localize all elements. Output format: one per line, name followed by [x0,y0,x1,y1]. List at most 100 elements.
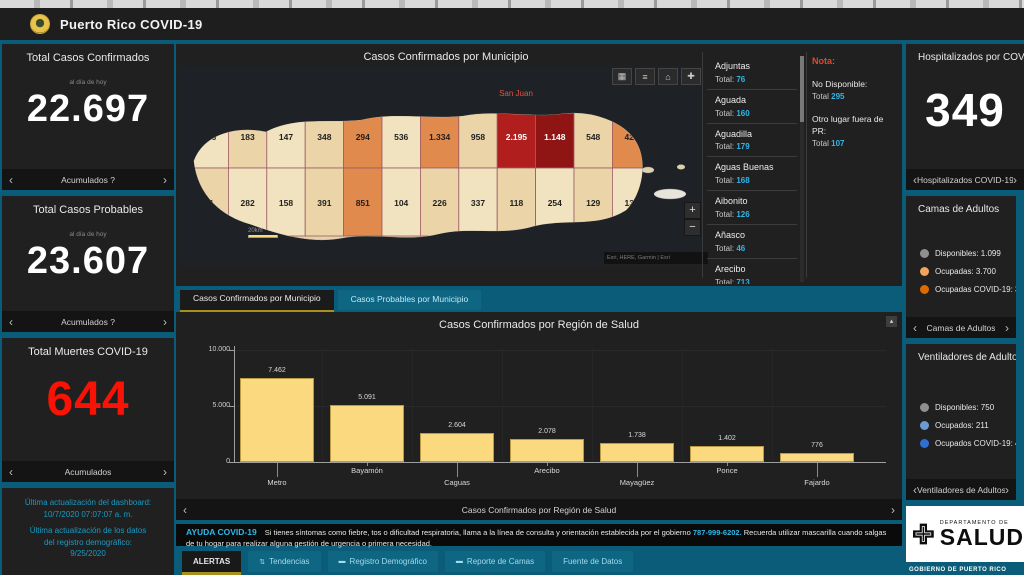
pager-prev-icon[interactable]: ‹ [913,482,917,497]
chart-bar-Mayagüez[interactable] [600,442,674,462]
scroll-up-icon[interactable]: ▴ [886,316,897,327]
zoom-out-button[interactable]: − [684,219,701,236]
pager-next-icon[interactable]: › [1013,172,1017,187]
pager-prev-icon[interactable]: ‹ [913,320,917,335]
deaths-total-value: 644 [46,373,130,426]
zoom-in-button[interactable]: + [684,202,701,219]
municipio-region[interactable] [343,167,383,237]
map-tab-bar: Casos Confirmados por Municipio Casos Pro… [180,290,482,313]
legend-dot-icon [920,249,929,258]
bottom-tab[interactable]: ⇅ Tendencias [248,551,321,572]
pager-label[interactable]: Acumulados ? [61,174,115,185]
gobierno-text: GOBIERNO DE PUERTO RICO [909,567,1007,573]
municipio-region[interactable] [419,167,460,237]
banner-phone[interactable]: 787-999-6202. [692,528,742,537]
gridline [502,348,503,462]
pager-next-icon[interactable]: › [1004,320,1009,335]
municipio-name: Arecibo [715,263,746,274]
list-item-municipio[interactable]: Aibonito Total: 126 [707,191,797,225]
pager-next-icon[interactable]: › [890,502,895,517]
scrollbar-thumb[interactable] [800,56,804,122]
list-item-municipio[interactable]: Añasco Total: 46 [707,225,797,259]
panel-pager: ‹ Camas de Adultos › [906,317,1016,338]
bottom-tab[interactable]: ▬ Registro Demográfico [327,551,438,572]
x-tick-mark [277,463,278,477]
pager-next-icon[interactable]: › [163,172,167,187]
x-axis-line [234,462,886,463]
pager-prev-icon[interactable]: ‹ [9,314,13,329]
legend-dot-icon [920,439,929,448]
municipio-region[interactable] [458,104,498,169]
gridline [772,348,773,462]
bottom-tab[interactable]: ▬ Reporte de Camas [444,551,546,572]
divider [806,52,807,278]
bottom-tab[interactable]: ALERTAS [182,551,242,575]
confirmed-total-value: 22.697 [26,88,150,130]
basemap-icon[interactable]: ▦ [612,68,632,85]
municipio-case-count: 391 [317,198,331,208]
panel-camas-adultos: Camas de Adultos Disponibles: 1.099 Ocup… [906,196,1016,338]
pager-label[interactable]: Acumulados ? [61,316,115,327]
pager-label[interactable]: Hospitalizados COVID-19 [917,174,1013,185]
bar-category-label: Arecibo [534,466,560,475]
bottom-tab[interactable]: Fuente de Datos [552,551,634,572]
puerto-rico-choropleth-map[interactable]: 1761831473482945361.3349582.1951.1485484… [178,66,702,266]
y-axis-line [234,346,235,462]
legend-row: Ocupadas: 3.700 [920,267,1016,276]
municipio-total: Total: 76 [715,74,746,84]
legend-icon[interactable]: ≡ [635,68,655,85]
municipio-region[interactable] [496,104,537,169]
chart-bar-Metro[interactable] [240,378,314,462]
pager-label[interactable]: Ventiladores de Adultos [917,484,1005,495]
list-item-municipio[interactable]: Aguas Buenas Total: 168 [707,157,797,192]
panel-subtitle: al día de hoy [69,231,107,238]
home-icon[interactable]: ⌂ [658,68,678,85]
bar-value-label: 2.078 [538,427,556,435]
pager-label[interactable]: Casos Confirmados por Región de Salud [461,504,617,515]
pager-next-icon[interactable]: › [163,314,167,329]
pager-prev-icon[interactable]: ‹ [9,172,13,187]
list-scrollbar[interactable] [800,56,804,282]
pager-prev-icon[interactable]: ‹ [9,464,13,479]
pager-label[interactable]: Acumulados [64,466,112,477]
y-tick-label: 0 [190,458,230,465]
x-tick-mark [367,463,368,466]
bar-category-label: Mayagüez [619,478,655,487]
chart-bar-Bayamón[interactable] [330,404,404,462]
pager-next-icon[interactable]: › [163,464,167,479]
bar-category-label: Ponce [716,466,738,475]
map-tab[interactable]: Casos Probables por Municipio [337,290,482,310]
municipio-name: Aibonito [715,196,748,207]
pager-prev-icon[interactable]: ‹ [183,502,187,517]
municipio-case-count: 129 [586,198,600,208]
dashboard-header: Puerto Rico COVID-19 [0,8,1024,40]
municipio-total: Total: 168 [715,176,750,186]
municipio-region[interactable] [535,104,575,169]
hospitalized-value: 349 [925,84,1005,136]
municipio-region[interactable] [458,167,498,237]
municipio-region[interactable] [304,167,344,237]
gridline [234,350,886,351]
pager-next-icon[interactable]: › [1005,482,1009,497]
bar-category-label: Metro [267,478,287,487]
list-item-municipio[interactable]: Aguada Total: 160 [707,90,797,124]
tab-icon: ⇅ [259,558,266,566]
list-item-municipio[interactable]: Arecibo Total: 713 [707,259,797,284]
pager-prev-icon[interactable]: ‹ [913,172,917,187]
list-item-municipio[interactable]: Aguadilla Total: 179 [707,124,797,158]
print-icon[interactable]: ✚ [681,68,701,85]
panel-subtitle: al día de hoy [69,79,107,86]
panel-hospitalizados: Hospitalizados por COVID-19 349 ‹ Hospit… [906,44,1024,190]
legend-row: Ocupados: 211 [920,421,1016,430]
chart-bar-Arecibo[interactable] [510,438,584,462]
browser-chrome [0,0,1024,8]
municipio-region[interactable] [496,167,537,237]
municipio-name: Aguas Buenas [715,162,774,173]
list-item-municipio[interactable]: Adjuntas Total: 76 [707,56,797,90]
chart-bar-Caguas[interactable] [420,432,494,462]
nota-panel: Nota: No Disponible: Total 295 Otro luga… [812,56,898,148]
chart-bar-Fajardo[interactable] [780,453,854,462]
map-tab[interactable]: Casos Confirmados por Municipio [180,290,334,313]
chart-bar-Ponce[interactable] [690,446,764,462]
pager-label[interactable]: Camas de Adultos [926,322,996,333]
